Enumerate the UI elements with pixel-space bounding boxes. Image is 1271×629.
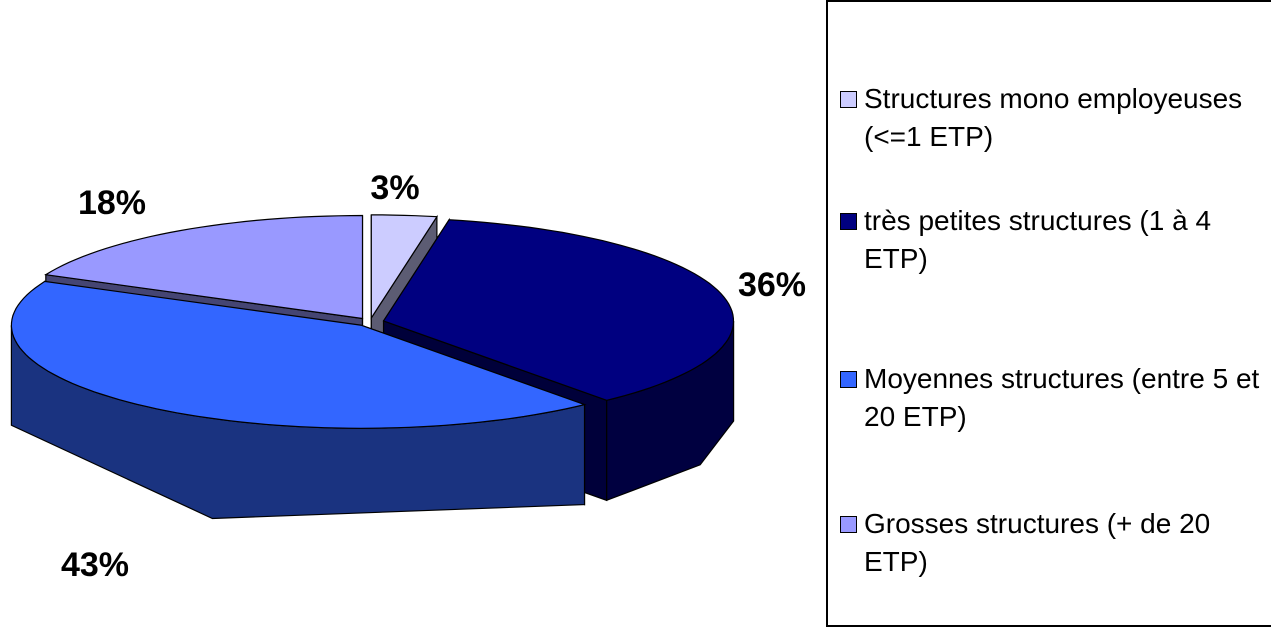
legend-item: Grosses structures (+ de 20 ETP) <box>838 505 1271 581</box>
slice <box>10 280 587 429</box>
legend-swatch <box>840 371 857 388</box>
legend-swatch <box>840 516 857 533</box>
data-label: 43% <box>61 546 129 584</box>
legend-label: Structures mono employeuses (<=1 ETP) <box>864 83 1243 152</box>
tops <box>10 214 735 429</box>
legend-item: très petites structures (1 à 4 ETP) <box>838 202 1271 278</box>
legend-label: très petites structures (1 à 4 ETP) <box>864 205 1212 274</box>
legend-item: Structures mono employeuses (<=1 ETP) <box>838 80 1271 156</box>
data-label: 36% <box>738 266 806 304</box>
slice <box>382 219 735 401</box>
chart: 3% 36% 43% 18% <box>10 169 806 584</box>
data-label: 3% <box>370 169 419 207</box>
legend-label: Moyennes structures (entre 5 et 20 ETP) <box>864 363 1260 432</box>
legend-swatch <box>840 91 857 108</box>
legend-label: Grosses structures (+ de 20 ETP) <box>864 508 1211 577</box>
legend-swatch <box>840 213 857 230</box>
legend: Structures mono employeuses (<=1 ETP) trè… <box>826 0 1271 627</box>
slice <box>44 214 364 320</box>
data-label: 18% <box>78 184 146 222</box>
slice <box>370 214 438 320</box>
legend-item: Moyennes structures (entre 5 et 20 ETP) <box>838 360 1271 436</box>
